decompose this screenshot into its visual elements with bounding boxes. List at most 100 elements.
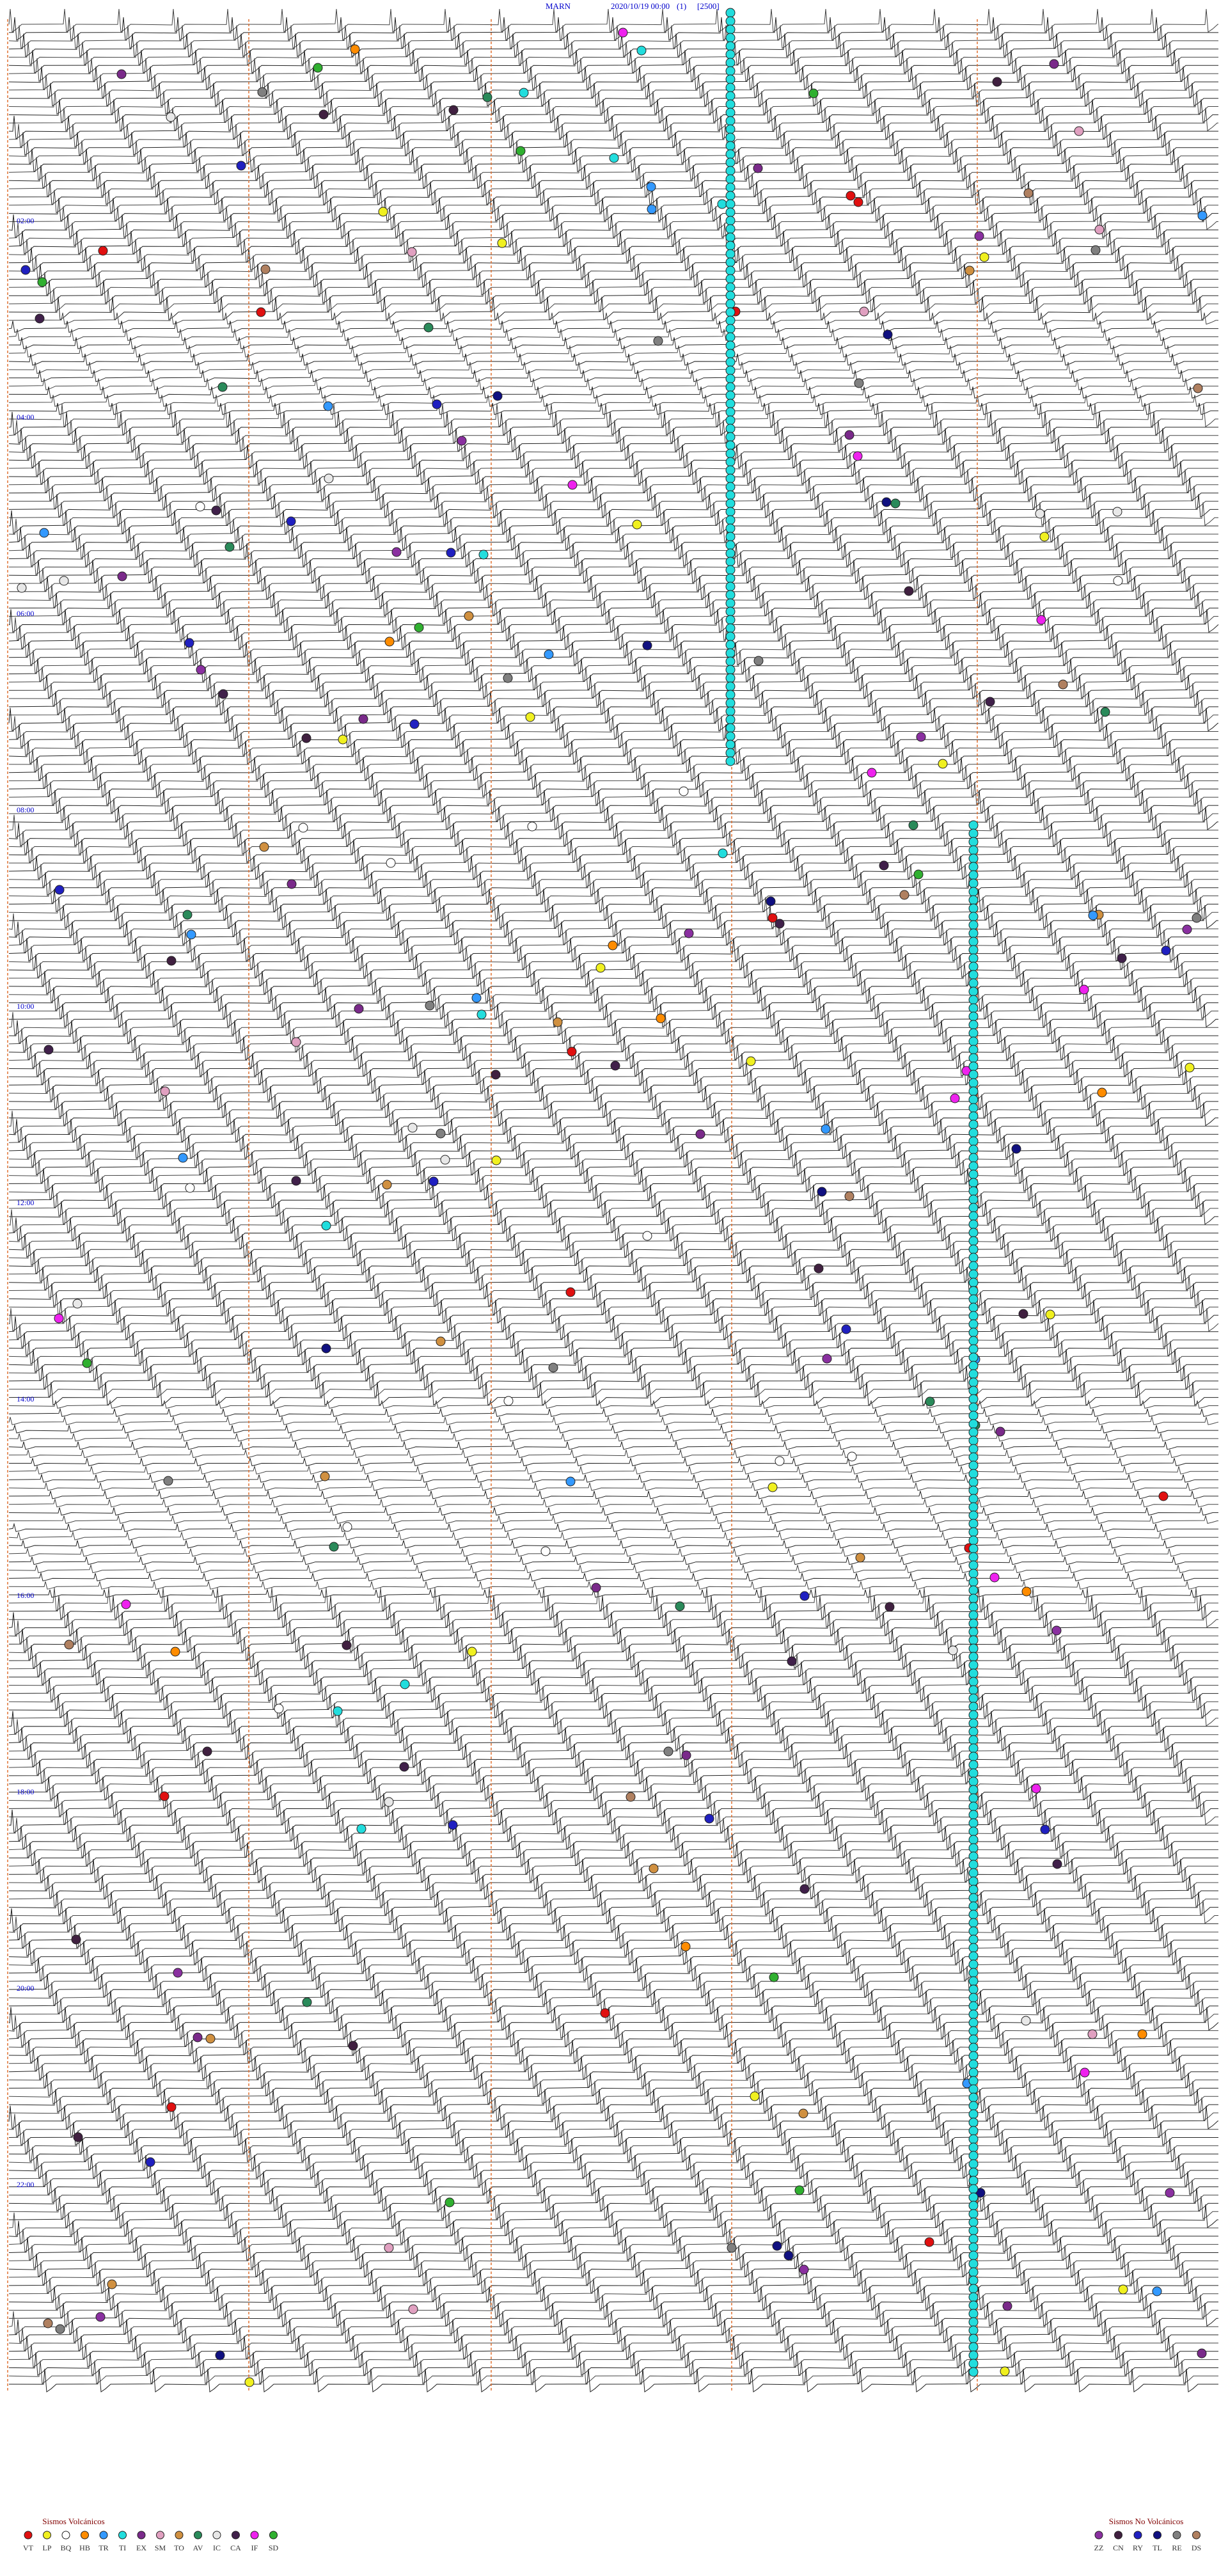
event-dot — [1058, 679, 1068, 690]
event-dot — [725, 349, 736, 359]
trace — [8, 1135, 1218, 1159]
event-dot — [1165, 2188, 1175, 2198]
trace — [8, 1407, 1218, 1417]
event-dot — [725, 24, 736, 35]
event-dot — [968, 1544, 979, 1554]
event-dot — [847, 1451, 857, 1462]
event-dot — [43, 2318, 53, 2328]
event-dot — [436, 1336, 446, 1347]
event-dot — [217, 382, 228, 392]
trace — [8, 2212, 1218, 2236]
event-dot — [725, 557, 736, 567]
event-dot — [476, 1009, 487, 1020]
event-dot — [753, 656, 764, 666]
event-dot — [968, 1677, 979, 1687]
event-dot — [968, 1203, 979, 1213]
trace — [8, 1349, 1218, 1373]
trace — [8, 2171, 1218, 2195]
event-dot — [968, 2300, 979, 2311]
trace — [8, 50, 1218, 74]
event-dot — [968, 1269, 979, 1279]
trace — [8, 1283, 1218, 1308]
trace — [8, 1382, 1218, 1406]
event-dot — [968, 1693, 979, 1703]
event-dot — [968, 1618, 979, 1629]
trace — [8, 2154, 1218, 2179]
event-dot — [608, 940, 618, 951]
trace — [8, 740, 1218, 764]
trace — [8, 1661, 1218, 1686]
trace — [8, 1645, 1218, 1669]
event-dot — [968, 837, 979, 847]
event-dot — [746, 1056, 756, 1066]
event-dot — [725, 182, 736, 193]
event-dot — [1074, 126, 1084, 136]
trace — [8, 1867, 1218, 1891]
trace — [8, 1892, 1218, 1916]
trace — [8, 2229, 1218, 2253]
event-dot — [968, 2043, 979, 2053]
event-dot — [968, 2117, 979, 2128]
event-dot — [54, 885, 65, 895]
legend-label: ZZ — [1094, 2543, 1104, 2552]
trace — [8, 1990, 1218, 2014]
event-dot — [968, 1885, 979, 1895]
event-dot — [846, 191, 856, 201]
event-dot — [186, 929, 196, 940]
trace — [8, 83, 1218, 107]
legend-swatch — [1133, 2531, 1142, 2540]
event-dot — [321, 1221, 331, 1231]
event-dot — [854, 378, 864, 388]
trace — [8, 2319, 1218, 2343]
event-dot — [1087, 2029, 1098, 2039]
trace — [8, 1004, 1218, 1028]
trace — [8, 1267, 1218, 1291]
event-dot — [423, 322, 434, 333]
event-dot — [414, 622, 424, 633]
event-dot — [354, 1004, 364, 1014]
trace — [8, 946, 1218, 970]
trace — [8, 1020, 1218, 1044]
event-dot — [968, 895, 979, 905]
trace — [8, 1176, 1218, 1201]
legend-swatch — [99, 2531, 108, 2540]
event-dot — [725, 340, 736, 351]
event-dot — [244, 2377, 255, 2387]
event-dot — [503, 1396, 514, 1406]
event-dot — [173, 1968, 183, 1978]
event-dot — [968, 1810, 979, 1820]
legend-title: Sismos Volcánicos — [42, 2517, 104, 2526]
event-dot — [968, 2367, 979, 2377]
event-dot — [544, 649, 554, 660]
event-dot — [968, 1427, 979, 1437]
event-dot — [681, 1941, 691, 1952]
event-dot — [968, 1103, 979, 1113]
event-dot — [968, 1153, 979, 1163]
trace — [8, 1465, 1218, 1474]
event-dot — [968, 1286, 979, 1296]
trace — [8, 1119, 1218, 1143]
event-dot — [725, 415, 736, 425]
legend-swatch — [1114, 2531, 1122, 2540]
event-dot — [725, 174, 736, 184]
legend-label: RY — [1133, 2543, 1143, 2552]
trace — [8, 1547, 1218, 1557]
event-dot — [968, 2101, 979, 2111]
trace — [8, 1760, 1218, 1784]
trace — [8, 1070, 1218, 1094]
event-dot — [471, 993, 482, 1003]
event-dot — [1079, 984, 1089, 995]
event-dot — [968, 1028, 979, 1038]
event-dot — [329, 1542, 339, 1552]
trace — [8, 1851, 1218, 1875]
event-dot — [968, 828, 979, 839]
event-dot — [968, 1194, 979, 1205]
trace — [8, 938, 1218, 962]
event-dot — [291, 1037, 301, 1047]
trace — [8, 1629, 1218, 1653]
trace — [8, 1473, 1218, 1483]
event-dot — [968, 2084, 979, 2094]
event-dot — [725, 374, 736, 384]
trace — [8, 1416, 1218, 1425]
trace — [8, 214, 1218, 239]
